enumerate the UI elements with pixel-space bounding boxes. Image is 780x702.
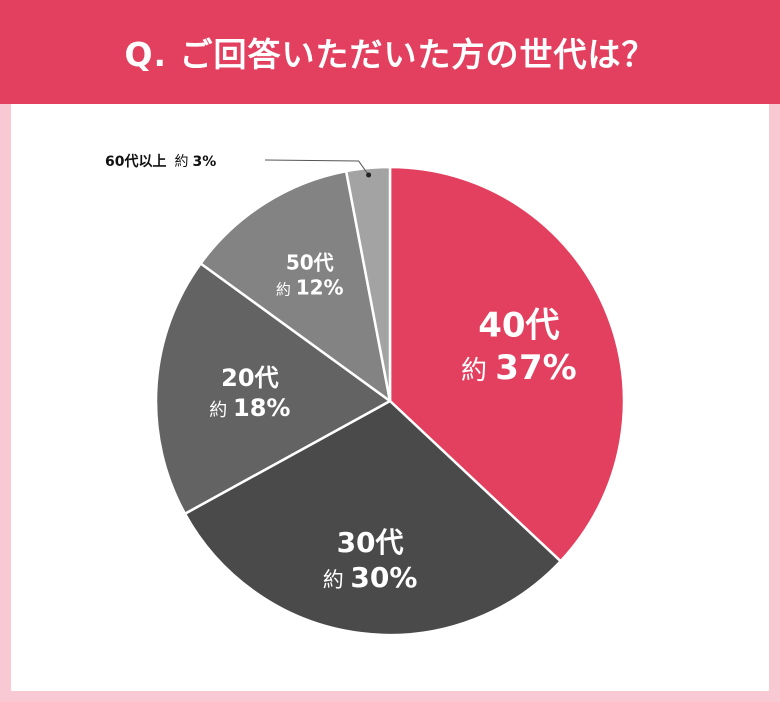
slice-category: 40代 <box>478 306 559 346</box>
slice-category: 50代 <box>286 251 334 275</box>
slice-category: 20代 <box>221 364 278 392</box>
slice-value: 約 18% <box>209 394 290 422</box>
slice-label-text: 60代以上約 3% <box>105 153 216 170</box>
slice-label-5: 60代以上約 3% <box>105 153 216 170</box>
pie-slice-1 <box>388 165 626 563</box>
slice-category: 30代 <box>337 526 404 559</box>
slice-value: 約 12% <box>276 276 344 300</box>
title-banner <box>0 0 780 104</box>
slice-value: 3% <box>192 154 216 170</box>
pie-slice-2 <box>183 399 562 637</box>
page-title: Q. ご回答いただいた方の世代は？ <box>124 35 656 74</box>
slice-category: 60代以上 <box>105 153 166 170</box>
leader-dot <box>366 172 372 178</box>
pie-slice-5 <box>344 165 392 403</box>
pie-slice-4 <box>199 169 392 403</box>
slice-prefix: 約 <box>174 154 188 170</box>
slice-value: 約 30% <box>323 561 418 594</box>
slice-value: 約 37% <box>461 348 577 388</box>
leader-line <box>264 159 370 176</box>
pie-slice-3 <box>154 262 392 515</box>
